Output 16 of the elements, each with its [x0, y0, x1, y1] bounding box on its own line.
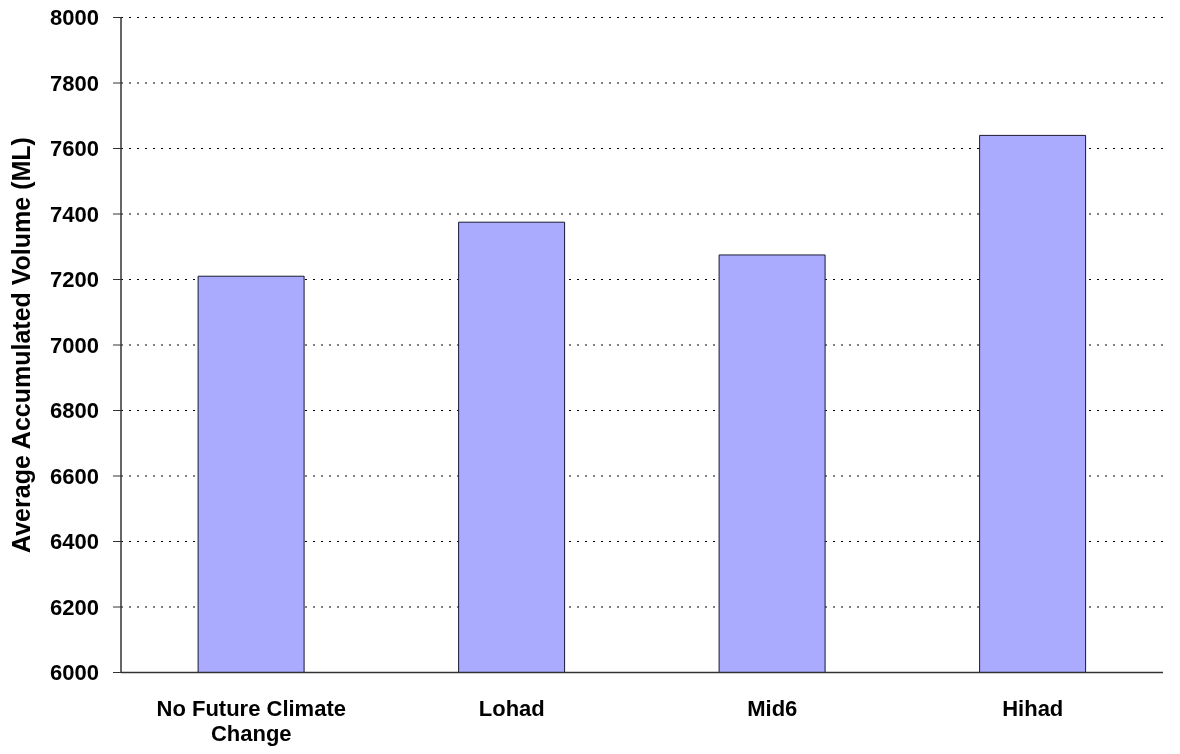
y-tick-label: 8000 — [50, 5, 99, 31]
y-tick-label: 6400 — [50, 529, 99, 555]
y-tick-label: 7000 — [50, 332, 99, 358]
y-axis-title: Average Accumulated Volume (ML) — [7, 137, 35, 553]
y-tick-label: 6000 — [50, 660, 99, 686]
y-tick-label: 7800 — [50, 70, 99, 96]
x-tick-label: No Future Climate Change — [156, 696, 346, 747]
y-tick-label: 7600 — [50, 136, 99, 162]
x-tick-label: Mid6 — [747, 696, 798, 722]
y-tick-label: 7400 — [50, 201, 99, 227]
y-tick-label: 6600 — [50, 463, 99, 489]
x-tick-label: Lohad — [478, 696, 545, 722]
y-tick-label: 7200 — [50, 267, 99, 293]
y-tick-label: 6200 — [50, 594, 99, 620]
x-tick-label: Hihad — [1002, 696, 1064, 722]
y-tick-label: 6800 — [50, 398, 99, 424]
